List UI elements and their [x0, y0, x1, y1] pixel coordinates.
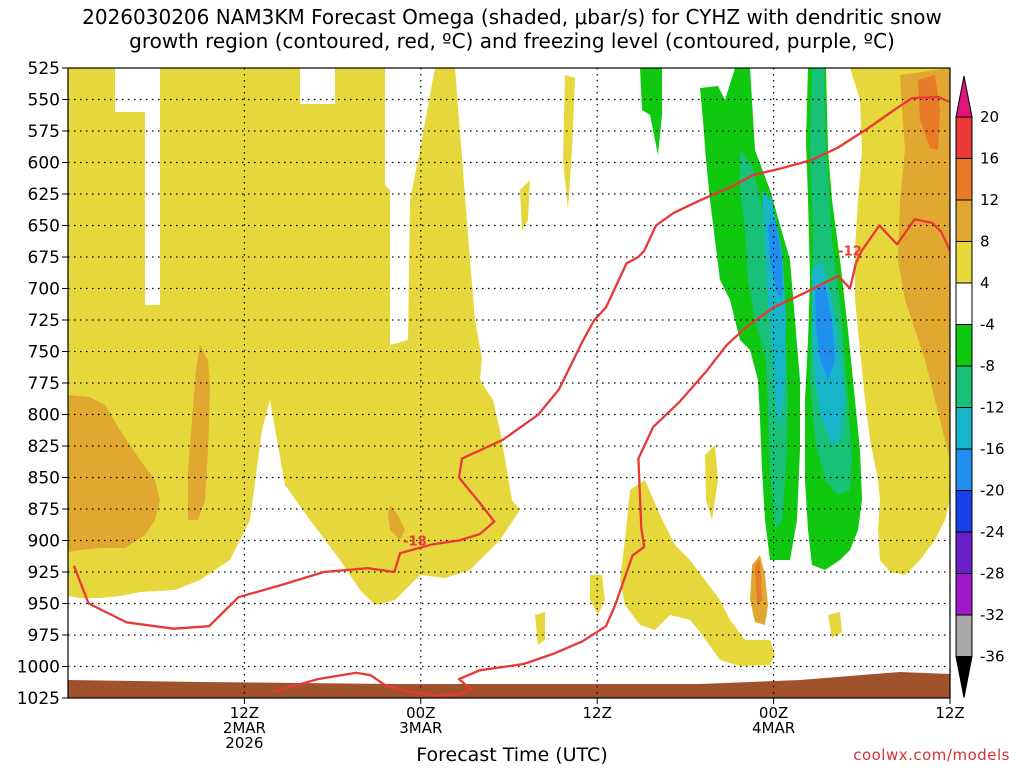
y-tick-label: 775 — [28, 374, 60, 394]
y-tick-label: 525 — [28, 59, 60, 79]
x-tick-label: 4MAR — [752, 719, 795, 737]
omega-region-positive-4 — [705, 445, 718, 520]
colorbar-swatch — [955, 116, 973, 159]
y-tick-label: 725 — [28, 311, 60, 331]
colorbar-swatch — [955, 282, 973, 325]
y-tick-label: 825 — [28, 437, 60, 457]
colorbar-swatch — [955, 324, 973, 367]
omega-region-positive-8 — [188, 345, 210, 520]
y-tick-label: 850 — [28, 469, 60, 489]
colorbar-label: -4 — [980, 316, 995, 334]
y-tick-label: 750 — [28, 343, 60, 363]
x-tick-label: 12Z — [583, 704, 612, 722]
colorbar-label: -32 — [980, 606, 1005, 624]
x-axis-title: Forecast Time (UTC) — [416, 744, 608, 766]
y-tick-label: 650 — [28, 217, 60, 237]
omega-shading-layer — [68, 68, 950, 698]
omega-region-negative-8 — [740, 150, 788, 530]
omega-region-positive-4 — [520, 180, 530, 230]
omega-region-positive-12 — [918, 75, 940, 150]
colorbar-label: -24 — [980, 523, 1005, 541]
x-tick-label: 12Z — [935, 704, 964, 722]
y-tick-label: 875 — [28, 500, 60, 520]
surface-terrain — [68, 672, 950, 698]
y-tick-label: 1000 — [17, 658, 60, 678]
chart-title-line1: 2026030206 NAM3KM Forecast Omega (shaded… — [82, 5, 942, 29]
colorbar-swatch — [955, 490, 973, 533]
omega-region-positive-8 — [388, 505, 405, 540]
omega-region-positive-4 — [828, 612, 842, 638]
y-tick-label: 1025 — [17, 689, 60, 709]
dgz-contour-label: -18 — [403, 535, 427, 550]
colorbar-swatch — [955, 531, 973, 574]
colorbar-over-triangle — [955, 75, 973, 118]
y-tick-label: 900 — [28, 532, 60, 552]
omega-region-positive-12 — [755, 560, 762, 605]
colorbar-label: -28 — [980, 565, 1005, 583]
colorbar-swatch — [955, 573, 973, 616]
omega-region-positive-4 — [590, 575, 605, 615]
y-tick-label: 975 — [28, 626, 60, 646]
colorbar-under-triangle — [955, 656, 973, 698]
colorbar-label: -16 — [980, 440, 1005, 458]
y-tick-label: 625 — [28, 185, 60, 205]
colorbar-label: 20 — [980, 108, 999, 126]
omega-region-negative-16 — [768, 220, 782, 300]
omega-region-positive-4 — [563, 75, 575, 210]
colorbar-label: 16 — [980, 150, 999, 168]
y-tick-label: 675 — [28, 248, 60, 268]
colorbar-label: 4 — [980, 274, 990, 292]
x-tick-label: 3MAR — [399, 719, 442, 737]
omega-region-positive-4 — [535, 612, 545, 645]
contour-layer: -18 -12 — [72, 95, 950, 697]
colorbar-swatch — [955, 448, 973, 491]
colorbar-swatch — [955, 158, 973, 201]
x-tick-label: 12Z — [230, 704, 259, 722]
colorbar-swatch — [955, 614, 973, 657]
colorbar-label: 8 — [980, 233, 990, 251]
colorbar-label: -8 — [980, 357, 995, 375]
y-tick-label: 575 — [28, 122, 60, 142]
omega-region-positive-4 — [68, 68, 520, 605]
x-tick-label: 2MAR — [223, 719, 266, 737]
chart-title-line2: growth region (contoured, red, ºC) and f… — [129, 29, 895, 53]
omega-region-positive-4 — [620, 480, 775, 666]
colorbar-label: -12 — [980, 399, 1005, 417]
y-tick-label: 950 — [28, 595, 60, 615]
omega-region-negative-16 — [815, 285, 835, 380]
y-tick-label: 550 — [28, 91, 60, 111]
dgz-contour-line — [72, 95, 950, 630]
y-tick-label: 700 — [28, 280, 60, 300]
x-tick-label: 00Z — [759, 704, 788, 722]
y-tick-label: 800 — [28, 406, 60, 426]
credit-text: coolwx.com/models — [853, 746, 1010, 764]
colorbar-swatch — [955, 365, 973, 408]
omega-region-positive-8 — [898, 68, 950, 460]
omega-region-positive-8 — [68, 395, 160, 552]
x-tick-label: 2026 — [225, 734, 263, 752]
colorbar-swatch — [955, 241, 973, 284]
x-tick-label: 00Z — [406, 704, 435, 722]
y-axis: 525 550 575 600 625 650 675 700 725 750 775 800 825 8… — [17, 59, 68, 709]
colorbar-swatch — [955, 407, 973, 450]
omega-region-negative-4 — [640, 68, 662, 155]
colorbar-label: -36 — [980, 648, 1005, 666]
dgz-contour-line — [273, 218, 950, 697]
colorbar-label: -20 — [980, 482, 1005, 500]
colorbar: 20 16 12 8 4 -4 -8 -12 -16 -20 -24 -28 -32 -36 — [955, 75, 1005, 698]
dgz-contour-label: -12 — [838, 245, 862, 260]
y-tick-label: 925 — [28, 563, 60, 583]
y-tick-label: 600 — [28, 154, 60, 174]
colorbar-swatch — [955, 199, 973, 242]
colorbar-label: 12 — [980, 191, 999, 209]
